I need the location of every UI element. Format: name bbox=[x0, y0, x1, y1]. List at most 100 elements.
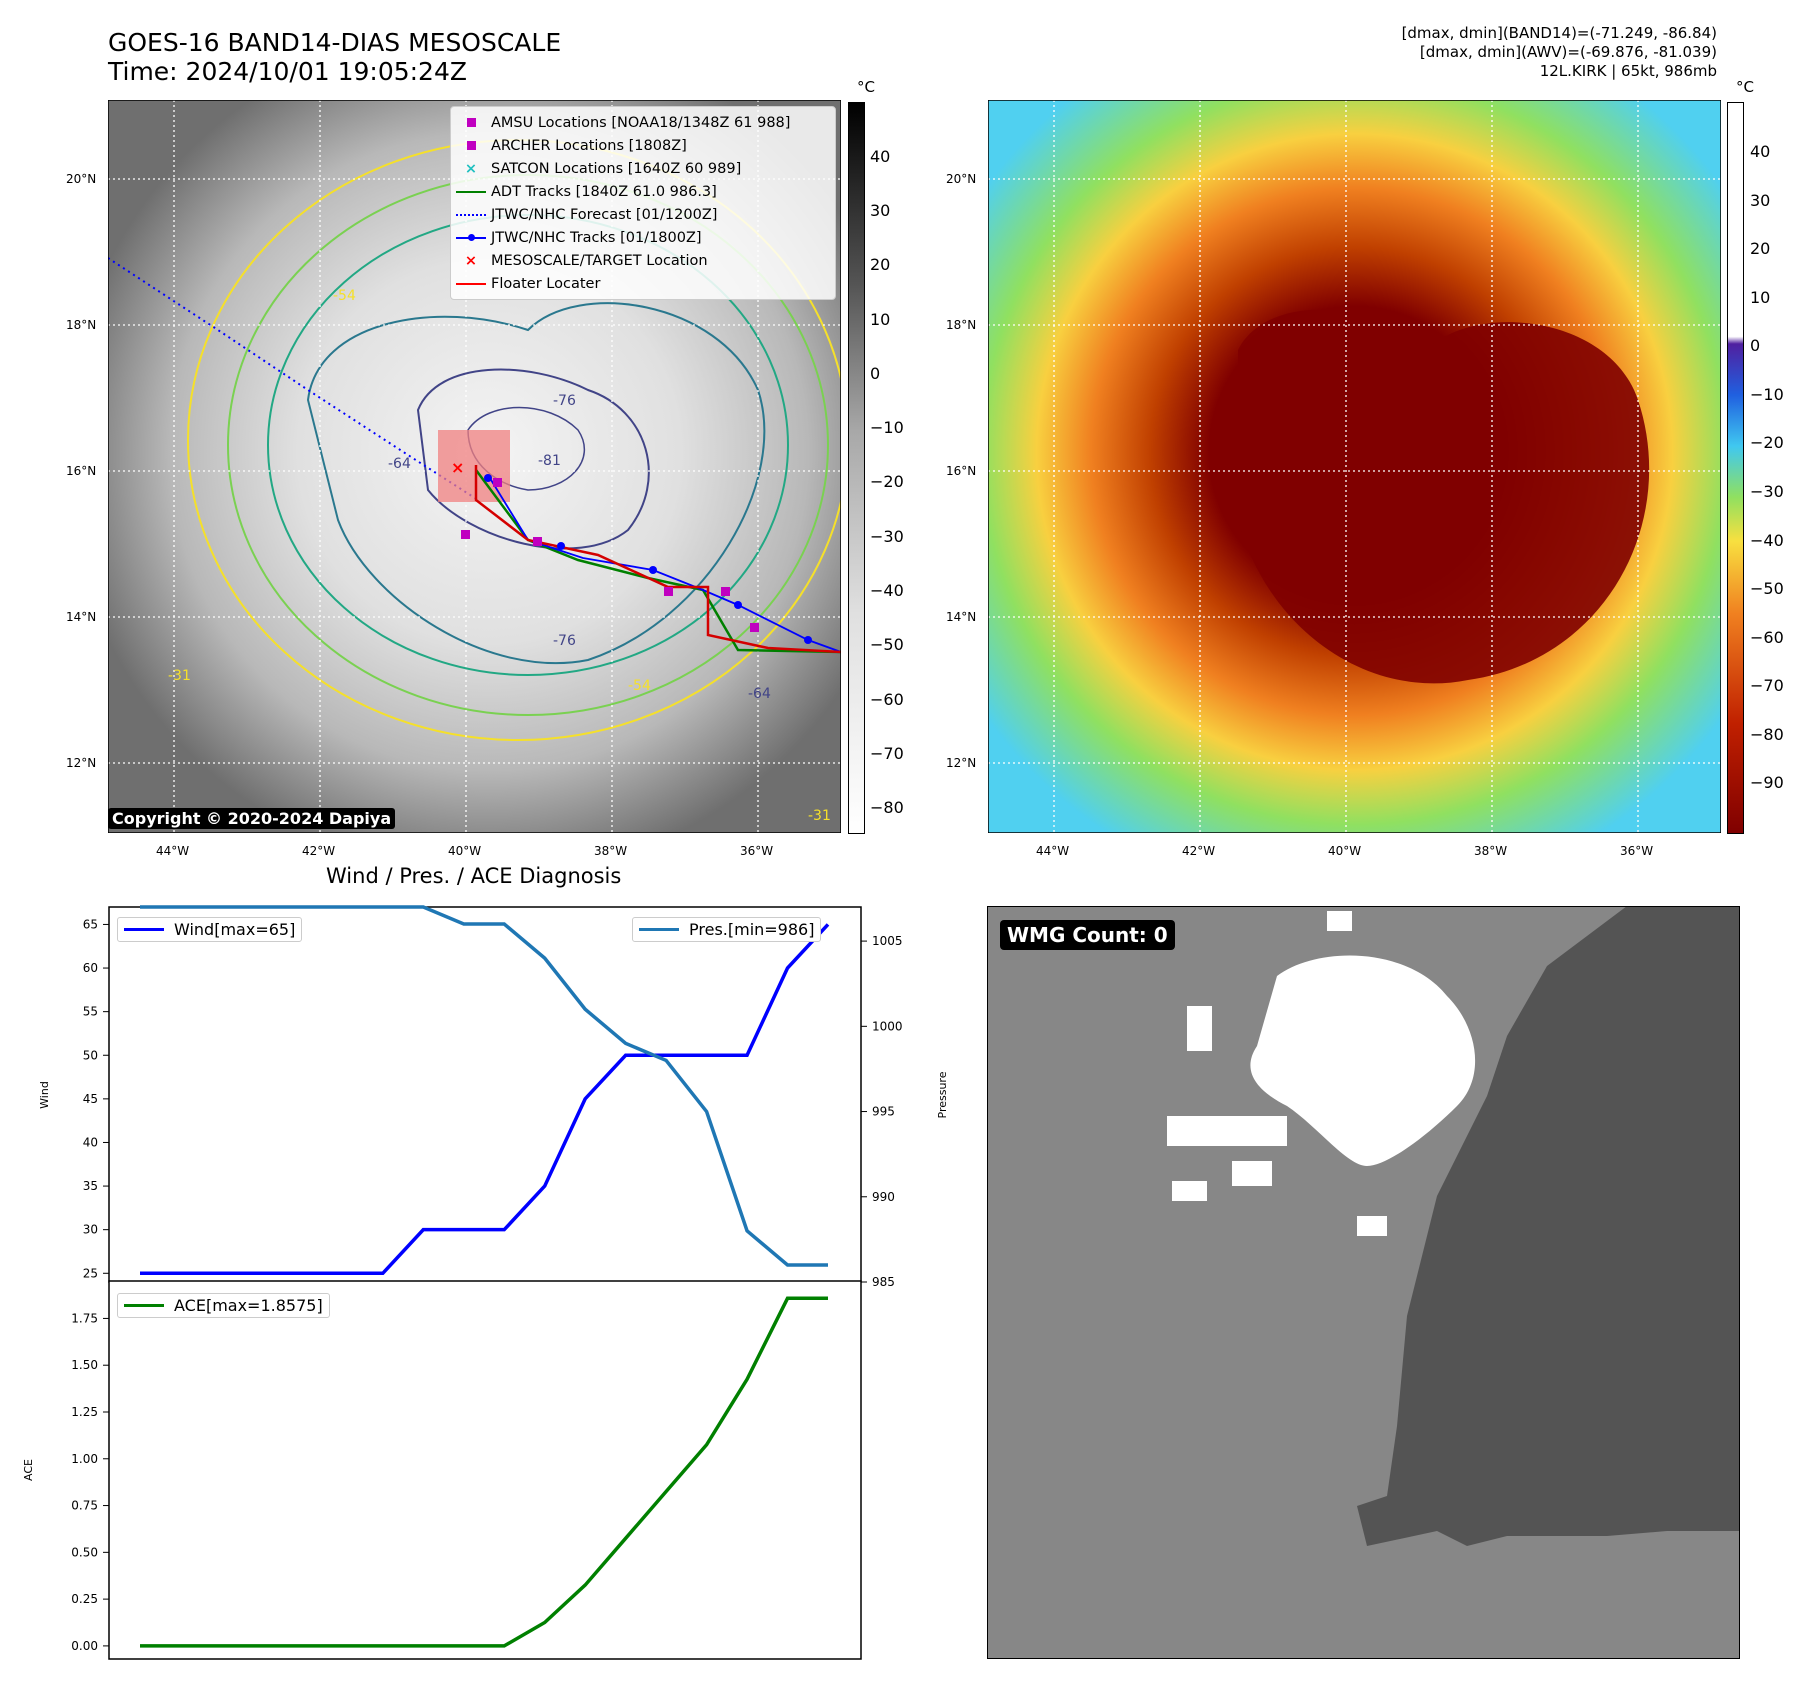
legend-item-amsu: AMSU Locations [NOAA18/1348Z 61 988] bbox=[451, 111, 835, 134]
pressure-series-line bbox=[140, 905, 828, 1267]
ace-legend: ACE[max=1.8575] bbox=[117, 1293, 330, 1318]
pressure-tick-label: 990 bbox=[872, 1190, 895, 1204]
square-marker-icon bbox=[466, 118, 476, 127]
map-legend: AMSU Locations [NOAA18/1348Z 61 988] ARC… bbox=[450, 106, 836, 300]
pressure-legend-label: Pres.[min=986] bbox=[689, 920, 815, 939]
wmg-bright-patch bbox=[1357, 1216, 1387, 1236]
legend-label: JTWC/NHC Forecast [01/1200Z] bbox=[491, 206, 718, 223]
colorbar-tick: −60 bbox=[1750, 628, 1784, 647]
storm-info: [dmax, dmin](BAND14)=(-71.249, -86.84) [… bbox=[1402, 24, 1717, 81]
diagnosis-title: Wind / Pres. / ACE Diagnosis bbox=[326, 864, 622, 888]
legend-label: ARCHER Locations [1808Z] bbox=[491, 137, 687, 154]
line-icon bbox=[124, 928, 164, 931]
pressure-tick-label: 1000 bbox=[872, 1019, 903, 1033]
pressure-tick-label: 985 bbox=[872, 1275, 895, 1289]
colorbar-tick: −80 bbox=[870, 798, 904, 817]
line-icon bbox=[456, 282, 486, 285]
ace-tick-label: 1.75 bbox=[71, 1311, 98, 1325]
legend-label: Floater Locater bbox=[491, 275, 601, 292]
colorbar-tick: −20 bbox=[870, 472, 904, 491]
contour-label: -76 bbox=[553, 393, 576, 409]
colorbar-tick: −50 bbox=[1750, 579, 1784, 598]
wmg-panel bbox=[987, 906, 1740, 1659]
wmg-bright-patch bbox=[1232, 1161, 1272, 1186]
contour-label: -64 bbox=[388, 456, 411, 472]
lat-label: 20°N bbox=[946, 172, 977, 186]
info-band14: [dmax, dmin](BAND14)=(-71.249, -86.84) bbox=[1401, 24, 1717, 42]
wmg-bright-patch bbox=[1187, 1006, 1212, 1051]
legend-item-floater: Floater Locater bbox=[451, 272, 835, 295]
colorbar-tick: 0 bbox=[1750, 336, 1761, 355]
wind-tick-label: 35 bbox=[83, 1179, 98, 1193]
pressure-tick-label: 1005 bbox=[872, 934, 903, 948]
wmg-bright-patch bbox=[1172, 1181, 1207, 1201]
colorbar-tick: 10 bbox=[1750, 288, 1771, 307]
wind-pressure-chart: 25 30 35 40 45 50 55 60 65 985 990 995 1000 1005 Win… bbox=[38, 905, 949, 1289]
contour-minus76 bbox=[416, 368, 650, 550]
wmg-bright-patch bbox=[1167, 1116, 1287, 1146]
legend-label: AMSU Locations [NOAA18/1348Z 61 988] bbox=[491, 114, 791, 131]
lon-label: 38°W bbox=[594, 844, 628, 858]
contour-labels-outer: -54 -31 -54 -31 bbox=[168, 288, 831, 824]
legend-item-satcon: × SATCON Locations [1640Z 60 989] bbox=[451, 157, 835, 180]
colorbar-tick: 20 bbox=[1750, 239, 1771, 258]
figure-title: GOES-16 BAND14-DIAS MESOSCALE Time: 2024… bbox=[108, 28, 561, 86]
line-icon bbox=[456, 190, 486, 193]
wind-legend-label: Wind[max=65] bbox=[174, 920, 296, 939]
copyright-label: Copyright © 2020-2024 Dapiya bbox=[108, 808, 396, 829]
wmg-count-badge: WMG Count: 0 bbox=[1000, 920, 1175, 950]
contour-minus64 bbox=[306, 302, 766, 665]
legend-item-jtwc-tracks: JTWC/NHC Tracks [01/1800Z] bbox=[451, 226, 835, 249]
contour-label: -54 bbox=[628, 678, 651, 694]
lat-label: 20°N bbox=[66, 172, 97, 186]
wind-tick-label: 45 bbox=[83, 1092, 98, 1106]
contour-label: -76 bbox=[553, 633, 576, 649]
ace-axis-label: ACE bbox=[22, 1459, 35, 1481]
ace-tick-label: 0.00 bbox=[71, 1639, 98, 1653]
lon-label: 38°W bbox=[1474, 844, 1508, 858]
colorbar-tick: −40 bbox=[870, 581, 904, 600]
amsu-archer-markers bbox=[461, 478, 759, 632]
ace-tick-label: 0.75 bbox=[71, 1499, 98, 1513]
colorbar-tick: −90 bbox=[1750, 773, 1784, 792]
wind-tick-label: 30 bbox=[83, 1223, 98, 1237]
ace-tick-label: 1.50 bbox=[71, 1358, 98, 1372]
lon-label: 40°W bbox=[1328, 844, 1362, 858]
colorbar-tick: 40 bbox=[870, 147, 891, 166]
ace-tick-label: 0.25 bbox=[71, 1592, 98, 1606]
lon-label: 36°W bbox=[740, 844, 774, 858]
colorbar-tick: 20 bbox=[870, 255, 891, 274]
wind-tick-label: 60 bbox=[83, 961, 98, 975]
lat-label: 18°N bbox=[946, 318, 977, 332]
colorbar-tick: −40 bbox=[1750, 531, 1784, 550]
contour-label: -54 bbox=[333, 288, 356, 304]
colorbar-tick: 30 bbox=[1750, 191, 1771, 210]
wind-tick-label: 50 bbox=[83, 1048, 98, 1062]
left-colorbar-unit: °C bbox=[857, 78, 875, 96]
lat-label: 14°N bbox=[66, 610, 97, 624]
colorbar-tick: 10 bbox=[870, 310, 891, 329]
colorbar-tick: 30 bbox=[870, 201, 891, 220]
x-marker-icon: × bbox=[464, 160, 478, 177]
contour-label: -31 bbox=[808, 808, 831, 824]
awv-gridlines bbox=[988, 100, 1721, 833]
wind-axis-label: Wind bbox=[38, 1081, 51, 1109]
ace-tick-label: 1.25 bbox=[71, 1405, 98, 1419]
line-icon bbox=[124, 1304, 164, 1307]
contour-label: -31 bbox=[168, 668, 191, 684]
colorbar-tick: −80 bbox=[1750, 725, 1784, 744]
legend-item-archer: ARCHER Locations [1808Z] bbox=[451, 134, 835, 157]
lon-label: 40°W bbox=[448, 844, 482, 858]
legend-label: ADT Tracks [1840Z 61.0 986.3] bbox=[491, 183, 717, 200]
dotted-line-icon bbox=[456, 213, 486, 216]
lat-label: 18°N bbox=[66, 318, 97, 332]
awv-map-panel bbox=[988, 100, 1721, 833]
colorbar-tick: −30 bbox=[1750, 482, 1784, 501]
info-storm: 12L.KIRK | 65kt, 986mb bbox=[1539, 62, 1717, 80]
colorbar-tick: −70 bbox=[870, 744, 904, 763]
legend-item-adt: ADT Tracks [1840Z 61.0 986.3] bbox=[451, 180, 835, 203]
floater-box bbox=[438, 430, 510, 502]
x-marker-icon: × bbox=[464, 252, 478, 269]
pressure-axis-label: Pressure bbox=[936, 1071, 949, 1118]
colorbar-tick: −20 bbox=[1750, 433, 1784, 452]
